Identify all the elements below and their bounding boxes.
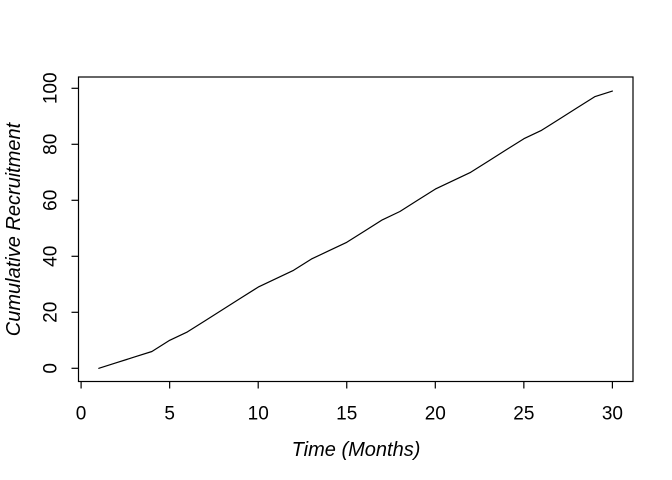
x-tick-label: 30 [602,404,623,425]
x-axis-title: Time (Months) [292,439,421,461]
cumulative-recruitment-line [98,90,613,369]
x-tick-label: 5 [164,404,175,425]
plot-box [77,76,634,383]
x-tick-label: 10 [248,404,269,425]
x-tick-label: 0 [76,404,87,425]
y-tick-label: 40 [41,246,62,267]
y-tick-label: 0 [41,363,62,374]
x-tick-label: 25 [513,404,534,425]
y-tick-label: 100 [41,72,62,104]
y-tick-label: 60 [41,190,62,211]
y-axis-ticks: 0 20 40 60 80 100 [41,72,79,374]
x-axis-ticks: 0 5 10 15 20 25 30 [76,381,623,425]
x-tick-label: 20 [425,404,446,425]
y-tick-label: 20 [41,302,62,323]
y-axis-title: Cumulative Recruitment [3,121,25,336]
x-tick-label: 15 [336,404,357,425]
y-tick-label: 80 [41,134,62,155]
